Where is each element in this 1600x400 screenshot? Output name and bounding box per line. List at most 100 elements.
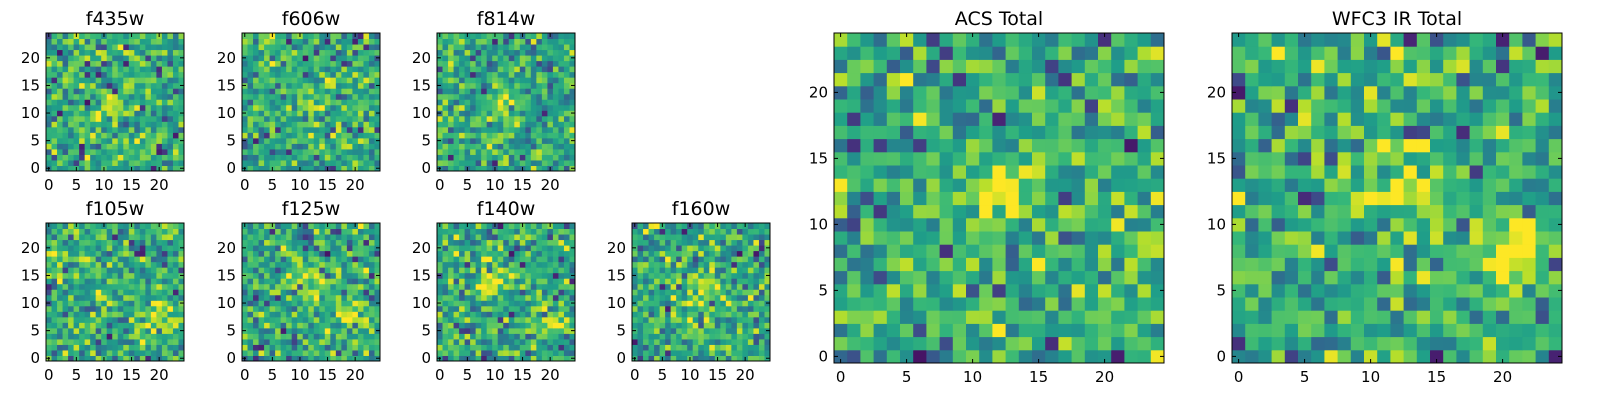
heatmap-cell bbox=[503, 38, 510, 45]
heatmap-cell bbox=[470, 93, 477, 100]
heatmap-cell bbox=[1071, 270, 1086, 285]
heatmap-cell bbox=[145, 82, 152, 89]
heatmap-cell bbox=[167, 272, 174, 279]
heatmap-cell bbox=[736, 344, 743, 351]
heatmap-cell bbox=[681, 327, 688, 334]
heatmap-cell bbox=[346, 283, 353, 290]
heatmap-cell bbox=[731, 267, 738, 274]
heatmap-cell bbox=[247, 104, 254, 111]
heatmap-cell bbox=[247, 71, 254, 78]
heatmap-cell bbox=[747, 311, 754, 318]
heatmap-cell bbox=[665, 261, 672, 268]
heatmap-cell bbox=[886, 257, 901, 272]
heatmap-cell bbox=[291, 305, 298, 312]
heatmap-cell bbox=[128, 300, 135, 307]
heatmap-cell bbox=[123, 322, 130, 329]
heatmap-cell bbox=[330, 245, 337, 252]
heatmap-cell bbox=[703, 327, 710, 334]
heatmap-cell bbox=[453, 60, 460, 67]
heatmap-cell bbox=[242, 322, 249, 329]
heatmap-cell bbox=[720, 283, 727, 290]
heatmap-cell bbox=[952, 283, 967, 298]
heatmap-cell bbox=[341, 327, 348, 334]
heatmap-cell bbox=[514, 228, 521, 235]
heatmap-cell bbox=[324, 283, 331, 290]
heatmap-cell bbox=[676, 228, 683, 235]
heatmap-cell bbox=[258, 88, 265, 95]
heatmap-cell bbox=[150, 115, 157, 122]
heatmap-cell bbox=[269, 267, 276, 274]
heatmap-cell bbox=[269, 77, 276, 84]
heatmap-cell bbox=[681, 228, 688, 235]
heatmap-cell bbox=[464, 110, 471, 117]
heatmap-cell bbox=[264, 126, 271, 133]
heatmap-cell bbox=[503, 311, 510, 318]
heatmap-cell bbox=[335, 38, 342, 45]
heatmap-cell bbox=[886, 178, 901, 192]
heatmap-cell bbox=[453, 137, 460, 144]
heatmap-cell bbox=[73, 99, 80, 106]
heatmap-cell bbox=[860, 165, 875, 179]
heatmap-cell bbox=[552, 143, 559, 150]
heatmap-cell bbox=[341, 272, 348, 279]
heatmap-cell bbox=[1045, 204, 1059, 219]
heatmap-cell bbox=[346, 228, 353, 235]
heatmap-cell bbox=[112, 137, 119, 144]
heatmap-cell bbox=[648, 344, 655, 351]
heatmap-cell bbox=[481, 71, 488, 78]
heatmap-cell bbox=[330, 355, 337, 362]
heatmap-cell bbox=[341, 126, 348, 133]
heatmap-cell bbox=[492, 289, 499, 296]
heatmap-cell bbox=[979, 165, 993, 179]
heatmap-cell bbox=[357, 137, 364, 144]
heatmap-cell bbox=[313, 228, 320, 235]
heatmap-cell bbox=[172, 311, 179, 318]
heatmap-cell bbox=[563, 71, 570, 78]
heatmap-cell bbox=[714, 333, 721, 340]
heatmap-cell bbox=[313, 93, 320, 100]
heatmap-cell bbox=[123, 349, 130, 356]
heatmap-cell bbox=[101, 349, 108, 356]
heatmap-cell bbox=[459, 55, 466, 62]
heatmap-cell bbox=[134, 333, 141, 340]
heatmap-cell bbox=[714, 305, 721, 312]
heatmap-cell bbox=[834, 323, 848, 338]
heatmap-cell bbox=[514, 44, 521, 51]
heatmap-cell bbox=[73, 126, 80, 133]
heatmap-cell bbox=[150, 38, 157, 45]
heatmap-cell bbox=[563, 104, 570, 111]
heatmap-cell bbox=[374, 338, 381, 345]
heatmap-cell bbox=[117, 121, 124, 128]
heatmap-cell bbox=[150, 355, 157, 362]
heatmap-cell bbox=[873, 217, 888, 232]
heatmap-cell bbox=[302, 338, 309, 345]
heatmap-cell bbox=[330, 305, 337, 312]
heatmap-cell bbox=[68, 338, 75, 345]
heatmap-cell bbox=[247, 49, 254, 56]
heatmap-cell bbox=[541, 355, 548, 362]
heatmap-cell bbox=[178, 267, 185, 274]
heatmap-cell bbox=[530, 77, 537, 84]
heatmap-cell bbox=[470, 250, 477, 257]
heatmap-cell bbox=[291, 239, 298, 246]
heatmap-cell bbox=[886, 297, 901, 311]
heatmap-cell bbox=[57, 77, 64, 84]
heatmap-cell bbox=[437, 283, 444, 290]
heatmap-cell bbox=[979, 270, 993, 285]
heatmap-cell bbox=[486, 349, 493, 356]
heatmap-cell bbox=[123, 44, 130, 51]
heatmap-cell bbox=[150, 245, 157, 252]
heatmap-cell bbox=[178, 88, 185, 95]
heatmap-cell bbox=[475, 60, 482, 67]
heatmap-cell bbox=[117, 239, 124, 246]
heatmap-cell bbox=[508, 245, 515, 252]
heatmap-cell bbox=[547, 289, 554, 296]
heatmap-cell bbox=[442, 283, 449, 290]
heatmap-cell bbox=[352, 239, 359, 246]
heatmap-cell bbox=[363, 250, 370, 257]
y-tick-label: 5 bbox=[30, 322, 40, 340]
heatmap-cell bbox=[145, 344, 152, 351]
heatmap-cell bbox=[286, 256, 293, 263]
heatmap-cell bbox=[1032, 270, 1046, 285]
heatmap-cell bbox=[453, 110, 460, 117]
